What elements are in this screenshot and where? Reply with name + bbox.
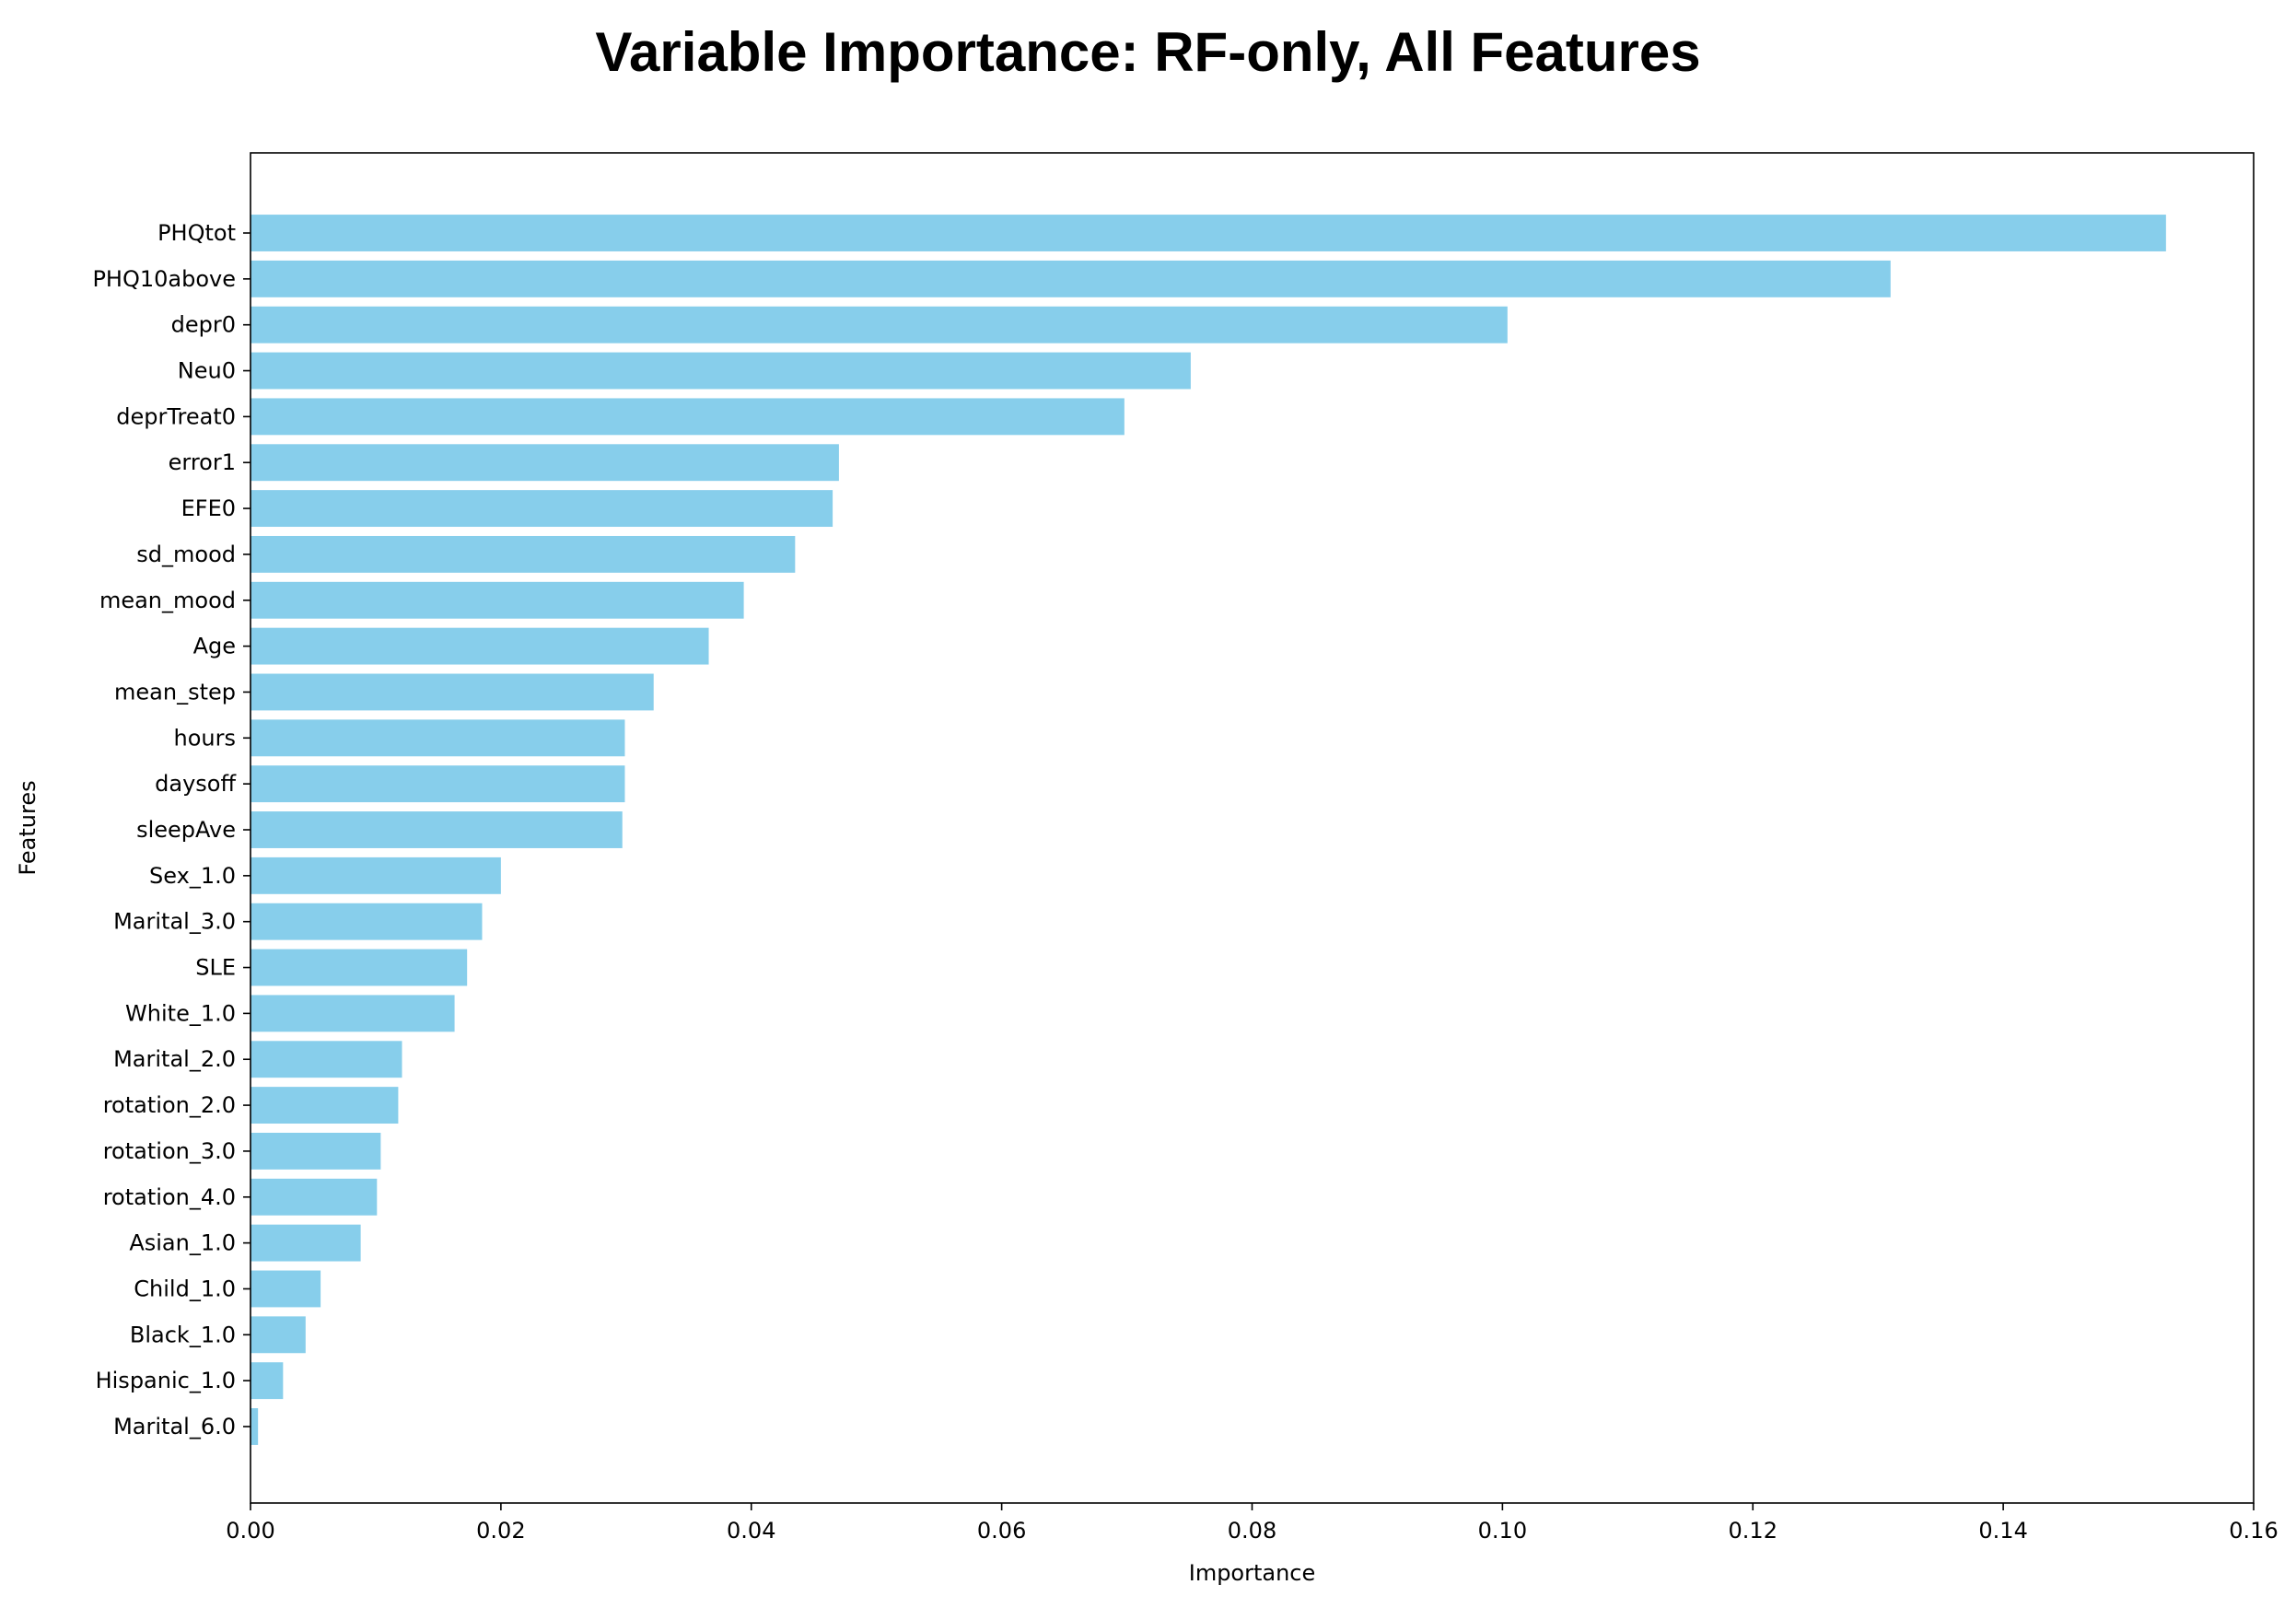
y-tick-label: mean_mood	[99, 588, 236, 613]
y-tick-label: hours	[174, 725, 236, 751]
y-tick-label: rotation_3.0	[103, 1138, 236, 1164]
bar-Neu0	[251, 352, 1191, 390]
bar-Sex_1.0	[251, 856, 501, 894]
y-tick-label: PHQ10above	[92, 266, 236, 292]
y-tick-label: deprTreat0	[116, 403, 236, 429]
y-tick-label: Hispanic_1.0	[96, 1368, 236, 1393]
y-tick-label: Sex_1.0	[149, 863, 236, 889]
bar-error1	[251, 444, 839, 482]
y-tick-label: Black_1.0	[130, 1322, 236, 1347]
x-tick-label: 0.08	[1228, 1518, 1276, 1544]
bar-hours	[251, 719, 625, 757]
bar-Marital_6.0	[251, 1408, 259, 1445]
y-tick-label: SLE	[195, 955, 236, 981]
x-tick-label: 0.14	[1978, 1518, 2027, 1544]
bar-Child_1.0	[251, 1270, 321, 1308]
bar-mean_step	[251, 673, 654, 711]
y-tick-label: Marital_6.0	[113, 1414, 236, 1439]
y-tick-label: Marital_2.0	[113, 1046, 236, 1072]
y-tick-label: Child_1.0	[134, 1276, 236, 1301]
bar-rotation_3.0	[251, 1132, 381, 1170]
y-tick-label: rotation_2.0	[103, 1092, 236, 1118]
bar-SLE	[251, 949, 468, 986]
y-tick-label: White_1.0	[125, 1000, 236, 1026]
bar-depr0	[251, 306, 1508, 344]
y-tick-label: PHQtot	[157, 220, 236, 246]
y-tick-label: EFE0	[181, 495, 236, 521]
y-tick-label: sleepAve	[136, 817, 236, 843]
bar-rotation_2.0	[251, 1087, 399, 1124]
bar-sd_mood	[251, 535, 796, 573]
bar-Age	[251, 627, 709, 665]
y-tick-label: Neu0	[178, 358, 236, 384]
bar-PHQtot	[251, 215, 2166, 251]
x-axis-label: Importance	[1189, 1560, 1316, 1586]
bar-Marital_2.0	[251, 1041, 402, 1078]
bar-rotation_4.0	[251, 1178, 378, 1216]
x-tick-label: 0.10	[1478, 1518, 1527, 1544]
bar-PHQ10above	[251, 260, 1891, 297]
bar-deprTreat0	[251, 398, 1125, 436]
y-tick-label: Age	[193, 634, 236, 659]
bar-White_1.0	[251, 995, 455, 1032]
x-tick-label: 0.12	[1729, 1518, 1777, 1544]
y-tick-label: rotation_4.0	[103, 1184, 236, 1210]
chart-title: Variable Importance: RF-only, All Featur…	[595, 21, 1701, 83]
y-tick-label: sd_mood	[136, 542, 236, 567]
bars-group	[251, 215, 2166, 1445]
bar-daysoff	[251, 765, 625, 803]
bar-sleepAve	[251, 811, 623, 848]
bar-Asian_1.0	[251, 1224, 361, 1262]
y-tick-label: daysoff	[155, 771, 236, 797]
y-axis: PHQtot PHQ10above depr0 Neu0 deprTreat0 error…	[92, 220, 251, 1439]
bar-Hispanic_1.0	[251, 1362, 284, 1400]
y-tick-label: error1	[169, 449, 236, 475]
bar-EFE0	[251, 490, 833, 528]
x-tick-label: 0.04	[727, 1518, 775, 1544]
y-axis-label: Features	[15, 780, 41, 875]
y-tick-label: mean_step	[114, 679, 236, 705]
bar-mean_mood	[251, 581, 744, 619]
bar-Black_1.0	[251, 1316, 306, 1354]
y-tick-label: Asian_1.0	[129, 1230, 236, 1256]
bar-Marital_3.0	[251, 903, 483, 940]
x-tick-label: 0.06	[977, 1518, 1026, 1544]
x-tick-label: 0.02	[476, 1518, 525, 1544]
x-tick-label: 0.00	[226, 1518, 274, 1544]
y-tick-label: depr0	[171, 312, 236, 338]
y-tick-label: Marital_3.0	[113, 909, 236, 935]
x-axis: 0.00 0.02 0.04 0.06 0.08 0.10 0.12 0.14 0.16	[226, 1503, 2279, 1544]
x-tick-label: 0.16	[2229, 1518, 2278, 1544]
